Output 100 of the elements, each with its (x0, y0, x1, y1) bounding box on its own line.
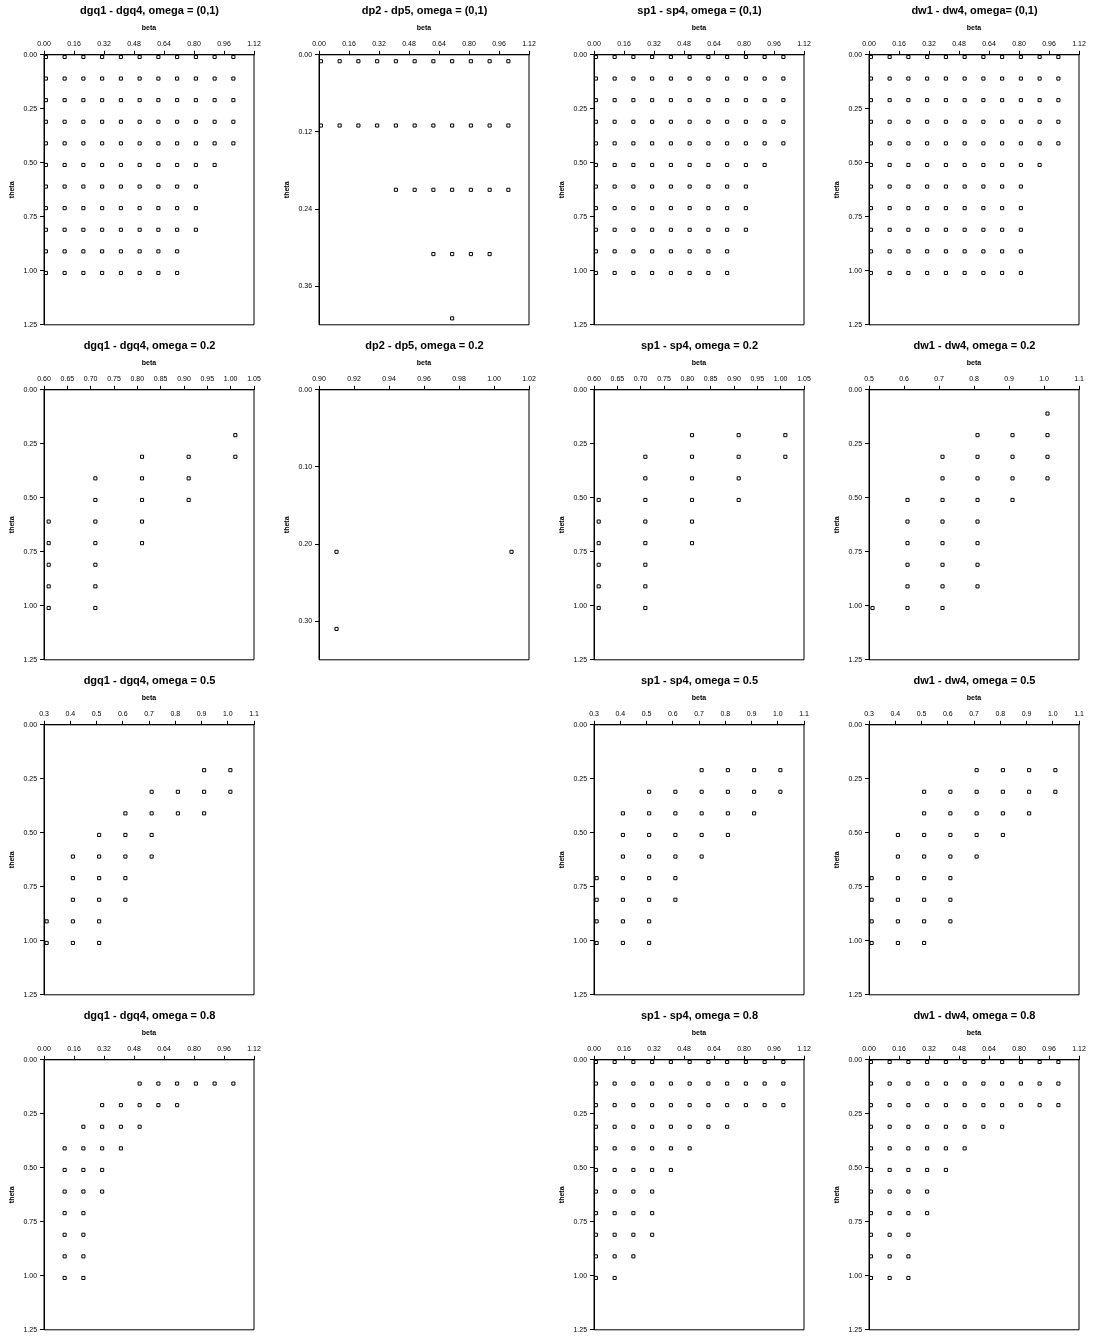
point (594, 897, 599, 902)
point (393, 123, 398, 128)
point (44, 919, 49, 924)
point (643, 541, 648, 546)
point (975, 562, 980, 567)
point (149, 811, 154, 816)
point (450, 123, 455, 128)
point (736, 433, 741, 438)
point (186, 497, 191, 503)
point (948, 897, 953, 902)
point (62, 1275, 67, 1281)
point (175, 789, 180, 794)
point (97, 854, 102, 859)
point (468, 59, 473, 64)
point (922, 811, 927, 816)
point (643, 605, 648, 611)
point (940, 584, 945, 589)
point (596, 541, 601, 546)
point (156, 1103, 161, 1108)
point (431, 252, 436, 257)
point (948, 854, 953, 859)
chart-title: dgq1 - dgq4, omega = 0.8 (82, 1008, 217, 1023)
point (905, 519, 910, 524)
chart-title: dw1 - dw4, omega = 0.2 (912, 338, 1037, 353)
point (156, 1081, 161, 1086)
point (1010, 433, 1015, 438)
chart-title: dp2 - dp5, omega = 0.2 (364, 338, 485, 353)
point (596, 519, 601, 524)
point (450, 59, 455, 64)
point (356, 123, 361, 128)
point (233, 433, 238, 438)
point (319, 123, 323, 128)
point (175, 1103, 180, 1108)
point (596, 497, 601, 503)
point (975, 497, 980, 503)
point (62, 1167, 67, 1173)
point (594, 919, 599, 924)
point (202, 768, 207, 773)
point (487, 187, 492, 192)
point (736, 454, 741, 459)
point (81, 1124, 86, 1129)
point (673, 789, 678, 794)
point (1053, 768, 1058, 773)
point (431, 59, 436, 64)
point (948, 876, 953, 881)
point (940, 562, 945, 567)
point (233, 454, 238, 459)
point (1045, 411, 1050, 416)
point (922, 876, 927, 881)
point (689, 541, 695, 546)
point (1045, 433, 1050, 438)
point (620, 811, 625, 816)
point (905, 584, 910, 589)
point (100, 1167, 105, 1173)
point (139, 497, 145, 503)
point (643, 562, 648, 567)
point (46, 562, 51, 567)
point (895, 897, 900, 902)
point (97, 919, 102, 924)
point (1010, 497, 1015, 503)
point (940, 605, 945, 611)
chart-title: sp1 - sp4, omega = (0,1) (636, 3, 763, 18)
point (44, 940, 49, 946)
point (70, 919, 75, 924)
point (620, 832, 625, 838)
point (647, 854, 652, 859)
point (975, 433, 980, 438)
point (870, 605, 875, 611)
point (783, 454, 788, 459)
point (412, 59, 417, 64)
point (70, 854, 75, 859)
chart-title: dw1 - dw4, omega = 0.5 (912, 673, 1037, 688)
point (62, 1254, 67, 1259)
point (81, 1189, 86, 1194)
point (468, 252, 473, 257)
point (139, 519, 145, 524)
point (643, 584, 648, 589)
point (100, 1124, 105, 1129)
point (100, 1146, 105, 1151)
point (46, 541, 51, 546)
point (869, 897, 874, 902)
point (93, 519, 98, 524)
point (689, 433, 695, 438)
point (922, 854, 927, 859)
point (1000, 832, 1005, 838)
point (869, 940, 874, 946)
chart-title: sp1 - sp4, omega = 0.2 (639, 338, 760, 353)
point (228, 789, 233, 794)
point (1000, 789, 1005, 794)
point (647, 832, 652, 838)
point (783, 433, 788, 438)
point (450, 187, 455, 192)
point (450, 316, 455, 321)
point (81, 1146, 86, 1151)
point (118, 1146, 123, 1151)
point (673, 811, 678, 816)
point (212, 1081, 217, 1086)
point (186, 454, 191, 459)
point (93, 497, 98, 503)
point (752, 811, 757, 816)
